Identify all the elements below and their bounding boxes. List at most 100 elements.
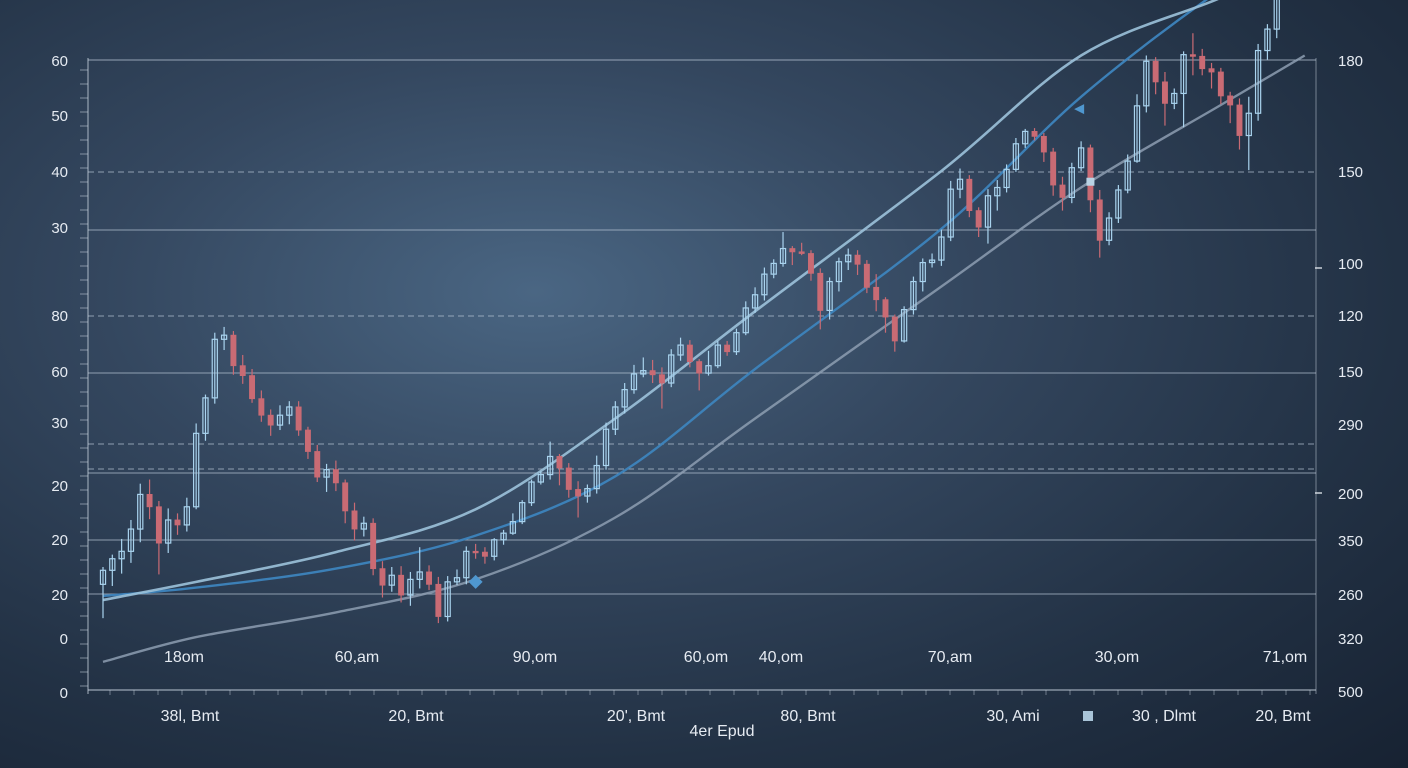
candle-body-down (789, 248, 796, 253)
candle (546, 441, 554, 480)
candle-body-down (696, 361, 703, 374)
candle (1077, 141, 1085, 171)
candle (174, 513, 181, 535)
candle (873, 274, 880, 312)
candle-body-up (947, 188, 954, 238)
candle-body-up (612, 406, 619, 430)
candle (435, 576, 442, 624)
candle-body-up (453, 577, 461, 583)
candle (416, 547, 423, 589)
candle-body-up (1003, 168, 1010, 189)
x-sub-label: 20, Bmt (388, 708, 444, 725)
candle (528, 479, 535, 506)
candle-body-up (1254, 49, 1262, 114)
candle-body-up (984, 195, 992, 228)
candle-body-down (1059, 184, 1066, 198)
candle-body-up (1022, 130, 1029, 145)
candle-body-down (1236, 104, 1243, 136)
candle (919, 258, 926, 292)
candle (882, 297, 889, 333)
candle (705, 350, 712, 376)
left-tick-label: 60 (51, 53, 68, 70)
left-tick-label: 80 (51, 308, 68, 325)
candle-body-up (407, 578, 414, 596)
candle (742, 301, 749, 336)
candle (183, 497, 191, 532)
candle-body-up (99, 569, 107, 585)
candle (407, 571, 414, 606)
candle-body-down (863, 263, 870, 288)
x-tick-label: 30,om (1095, 649, 1139, 666)
candle-body-up (1171, 92, 1178, 104)
x-sub-label: 80, Bmt (780, 708, 836, 725)
candle (928, 253, 936, 268)
candle (360, 516, 367, 537)
candle-body-up (1245, 112, 1252, 137)
candle (761, 267, 768, 301)
candle-body-up (286, 406, 293, 416)
candle-body-up (956, 178, 964, 190)
axis-minor-ticks (80, 69, 1311, 695)
candle (956, 168, 964, 199)
candle (379, 561, 386, 598)
candle-body-up (900, 309, 908, 342)
candle-body-up (1143, 60, 1150, 107)
left-tick-label: 60 (51, 364, 68, 381)
candle-body-down (472, 550, 479, 554)
candle-body-down (146, 493, 153, 508)
candle-body-up (779, 247, 787, 265)
candle (1171, 88, 1178, 110)
candle (99, 567, 107, 619)
candle-body-up (537, 474, 544, 483)
candle-body-up (994, 186, 1001, 197)
candle-body-down (258, 398, 265, 416)
candle-body-down (575, 489, 582, 497)
candle-body-up (593, 464, 600, 490)
candle-body-up (910, 280, 917, 311)
candle-body-up (1264, 28, 1271, 52)
candle-body-down (1217, 71, 1224, 97)
x-axis-caption: 4er Epud (690, 723, 755, 740)
upper-band-line (102, 0, 1209, 598)
candle (398, 566, 405, 603)
candle (733, 328, 740, 355)
candle-body-up (416, 571, 423, 580)
candle-body-up (938, 236, 945, 261)
candle (304, 426, 311, 459)
candle-body-up (463, 550, 470, 579)
candle (565, 463, 572, 498)
candle (1143, 55, 1150, 113)
candle-body-down (556, 456, 563, 469)
candle-body-up (1115, 189, 1122, 219)
candle (798, 242, 805, 256)
candle (845, 248, 852, 270)
candle (519, 500, 526, 525)
candle-body-up (835, 261, 843, 283)
candle-body-down (975, 210, 982, 228)
candle-body-up (640, 370, 647, 375)
candle (314, 444, 321, 483)
candle (444, 576, 451, 622)
candle-body-up (630, 373, 638, 391)
candle-body-up (928, 259, 936, 264)
candle (1152, 57, 1159, 95)
candle (1012, 138, 1020, 172)
candle (770, 259, 777, 279)
candle-body-up (546, 455, 554, 476)
candle-body-down (481, 551, 488, 557)
candle (1189, 33, 1196, 76)
candle (127, 519, 135, 563)
candle (453, 569, 461, 586)
candle-body-down (724, 344, 731, 353)
right-tick-label: 150 (1338, 364, 1363, 381)
candle (584, 484, 591, 503)
candle-body-up (360, 522, 367, 530)
candle-body-down (565, 467, 572, 490)
candle-body-down (1152, 60, 1159, 83)
candle (677, 337, 684, 361)
candle (1273, 0, 1280, 39)
candle-body-up (491, 539, 498, 557)
candle-body-up (528, 481, 535, 504)
candle-body-down (351, 510, 358, 530)
candle-body-down (332, 469, 339, 484)
